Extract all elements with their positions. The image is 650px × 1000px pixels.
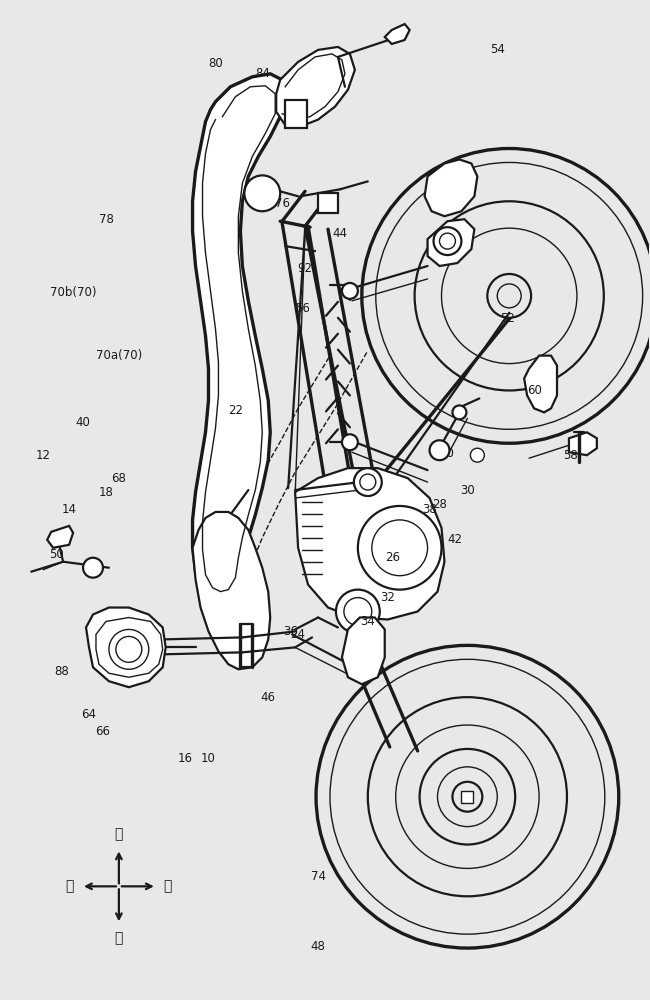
Text: 46: 46 xyxy=(261,691,276,704)
Circle shape xyxy=(354,468,382,496)
Text: 80: 80 xyxy=(208,57,223,70)
Bar xyxy=(462,791,473,803)
Text: 36: 36 xyxy=(283,625,298,638)
Text: 54: 54 xyxy=(490,43,504,56)
Circle shape xyxy=(244,175,280,211)
Polygon shape xyxy=(86,608,166,687)
Bar xyxy=(285,100,307,128)
Polygon shape xyxy=(96,617,162,677)
Circle shape xyxy=(471,448,484,462)
Text: 24: 24 xyxy=(291,628,306,641)
Text: 56: 56 xyxy=(294,302,309,315)
Circle shape xyxy=(342,283,358,299)
Circle shape xyxy=(342,434,358,450)
Text: 82: 82 xyxy=(311,83,326,96)
Circle shape xyxy=(430,440,449,460)
Text: 50: 50 xyxy=(49,548,64,561)
Text: 前: 前 xyxy=(114,931,123,945)
Text: 52: 52 xyxy=(500,312,515,325)
Text: 64: 64 xyxy=(81,708,96,721)
Text: 28: 28 xyxy=(432,498,447,511)
Polygon shape xyxy=(428,219,474,266)
Text: 26: 26 xyxy=(385,551,400,564)
Text: 12: 12 xyxy=(36,449,51,462)
Text: 40: 40 xyxy=(75,416,90,429)
Polygon shape xyxy=(342,617,385,684)
Text: 70b(70): 70b(70) xyxy=(50,286,96,299)
Text: 14: 14 xyxy=(62,503,77,516)
Text: 60: 60 xyxy=(526,384,541,397)
Text: 30: 30 xyxy=(460,484,474,497)
Text: 38: 38 xyxy=(422,503,437,516)
Text: 48: 48 xyxy=(311,940,326,953)
Polygon shape xyxy=(295,468,445,619)
Circle shape xyxy=(358,506,441,590)
Text: 92: 92 xyxy=(298,262,313,275)
Text: 66: 66 xyxy=(96,725,111,738)
Polygon shape xyxy=(424,159,477,216)
Text: 下: 下 xyxy=(164,879,172,893)
Circle shape xyxy=(336,590,380,633)
Text: 70a(70): 70a(70) xyxy=(96,349,142,362)
Polygon shape xyxy=(385,24,410,44)
Polygon shape xyxy=(192,512,270,669)
Text: 44: 44 xyxy=(332,227,348,240)
Polygon shape xyxy=(569,432,597,455)
Text: 34: 34 xyxy=(360,615,375,628)
Polygon shape xyxy=(276,47,355,127)
Circle shape xyxy=(452,405,467,419)
Text: 22: 22 xyxy=(228,404,243,417)
Circle shape xyxy=(109,629,149,669)
Text: 上: 上 xyxy=(66,879,74,893)
Bar xyxy=(318,193,338,213)
Text: 58: 58 xyxy=(564,449,578,462)
Text: 後: 後 xyxy=(114,828,123,842)
Circle shape xyxy=(434,227,461,255)
Text: 18: 18 xyxy=(99,486,113,499)
Polygon shape xyxy=(524,356,557,412)
Text: 16: 16 xyxy=(178,752,193,765)
Polygon shape xyxy=(47,526,73,548)
Polygon shape xyxy=(192,74,285,605)
Text: 84: 84 xyxy=(255,67,270,80)
Text: 76: 76 xyxy=(275,197,290,210)
Text: 32: 32 xyxy=(380,591,395,604)
Text: 10: 10 xyxy=(201,752,216,765)
Text: 20: 20 xyxy=(439,447,454,460)
Text: 74: 74 xyxy=(311,870,326,883)
Text: 88: 88 xyxy=(54,665,68,678)
Text: 42: 42 xyxy=(447,533,462,546)
Circle shape xyxy=(83,558,103,578)
Text: 78: 78 xyxy=(99,213,113,226)
Text: 68: 68 xyxy=(111,472,126,485)
